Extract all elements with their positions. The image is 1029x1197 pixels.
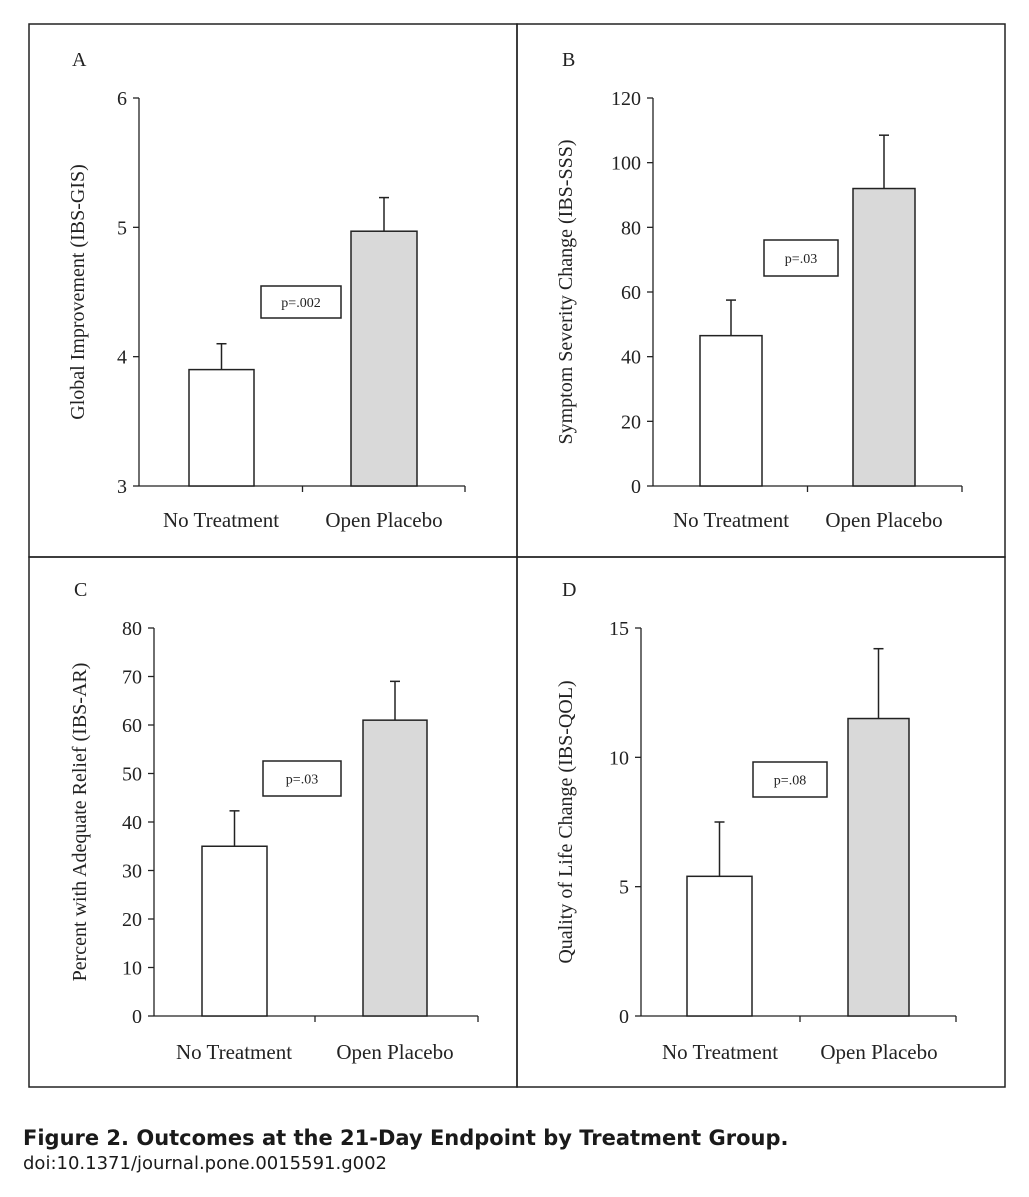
bar-open-placebo (350, 230, 418, 487)
y-axis-title: Global Improvement (IBS-GIS) (67, 164, 89, 420)
y-tick-label: 20 (621, 411, 641, 433)
y-tick-label: 40 (122, 812, 142, 834)
category-label: No Treatment (163, 508, 279, 532)
y-tick-label: 0 (631, 476, 641, 498)
p-value-box (260, 285, 342, 319)
y-axis-title: Percent with Adequate Relief (IBS-AR) (69, 663, 91, 982)
caption-title: Figure 2. Outcomes at the 21-Day Endpoin… (23, 1126, 789, 1150)
category-label: Open Placebo (336, 1040, 453, 1064)
caption-doi: doi:10.1371/journal.pone.0015591.g002 (23, 1153, 387, 1174)
y-tick-label: 4 (117, 347, 127, 369)
y-tick-label: 80 (122, 618, 142, 640)
y-tick-label: 80 (621, 217, 641, 239)
panel-frame (516, 556, 1006, 1088)
panel-label: A (72, 49, 87, 71)
y-tick-label: 60 (122, 715, 142, 737)
p-value-label: p=.08 (774, 774, 806, 789)
panel-label: C (74, 579, 87, 601)
p-value-label: p=.002 (281, 296, 320, 311)
bar-no-treatment (201, 845, 268, 1017)
y-tick-label: 6 (117, 88, 127, 110)
panel-label: B (562, 49, 575, 71)
y-tick-label: 70 (122, 667, 142, 689)
figure: A 3 4 5 6 No Treatment Open Placebo Global Impr… (28, 23, 1006, 1088)
panel-a: A 3 4 5 6 No Treatment Open Placebo Global Impr… (28, 23, 518, 558)
bar-no-treatment (188, 368, 255, 487)
panel-frame (28, 556, 518, 1088)
bar-no-treatment (699, 334, 763, 487)
y-tick-label: 0 (619, 1006, 629, 1028)
category-label: No Treatment (673, 508, 789, 532)
bar-open-placebo (852, 187, 916, 487)
panel-label: D (562, 579, 576, 601)
bar-no-treatment (686, 875, 753, 1017)
y-tick-label: 60 (621, 282, 641, 304)
y-tick-label: 40 (621, 347, 641, 369)
y-tick-label: 15 (609, 618, 629, 640)
category-label: No Treatment (176, 1040, 292, 1064)
y-tick-label: 10 (122, 958, 142, 980)
y-tick-label: 50 (122, 764, 142, 786)
y-tick-label: 5 (117, 217, 127, 239)
figure-caption: Figure 2. Outcomes at the 21-Day Endpoin… (23, 1124, 1003, 1176)
category-label: No Treatment (662, 1040, 778, 1064)
y-tick-label: 20 (122, 909, 142, 931)
y-tick-label: 5 (619, 877, 629, 899)
bar-open-placebo (362, 719, 428, 1017)
p-value-label: p=.03 (785, 252, 817, 267)
category-label: Open Placebo (325, 508, 442, 532)
y-tick-label: 3 (117, 476, 127, 498)
category-label: Open Placebo (825, 508, 942, 532)
y-tick-label: 30 (122, 861, 142, 883)
category-label: Open Placebo (820, 1040, 937, 1064)
panel-b: B 0 20 40 60 80 100 120 No Treatment Open Placebo… (516, 23, 1006, 558)
p-value-box (763, 239, 839, 277)
y-tick-label: 100 (611, 153, 641, 175)
y-axis-title: Quality of Life Change (IBS-QOL) (555, 680, 577, 963)
y-axis-title: Symptom Severity Change (IBS-SSS) (555, 139, 577, 444)
panel-d: D 0 5 10 15 No Treatment Open Placebo Quality o… (516, 556, 1006, 1088)
panel-c: C 0 10 20 30 40 50 60 70 80 No Treatment Open Place… (28, 556, 518, 1088)
bar-open-placebo (847, 717, 910, 1017)
y-tick-label: 10 (609, 747, 629, 769)
p-value-label: p=.03 (286, 773, 318, 788)
y-tick-label: 120 (611, 88, 641, 110)
y-tick-label: 0 (132, 1006, 142, 1028)
p-value-box (752, 761, 828, 798)
p-value-box (262, 760, 342, 797)
